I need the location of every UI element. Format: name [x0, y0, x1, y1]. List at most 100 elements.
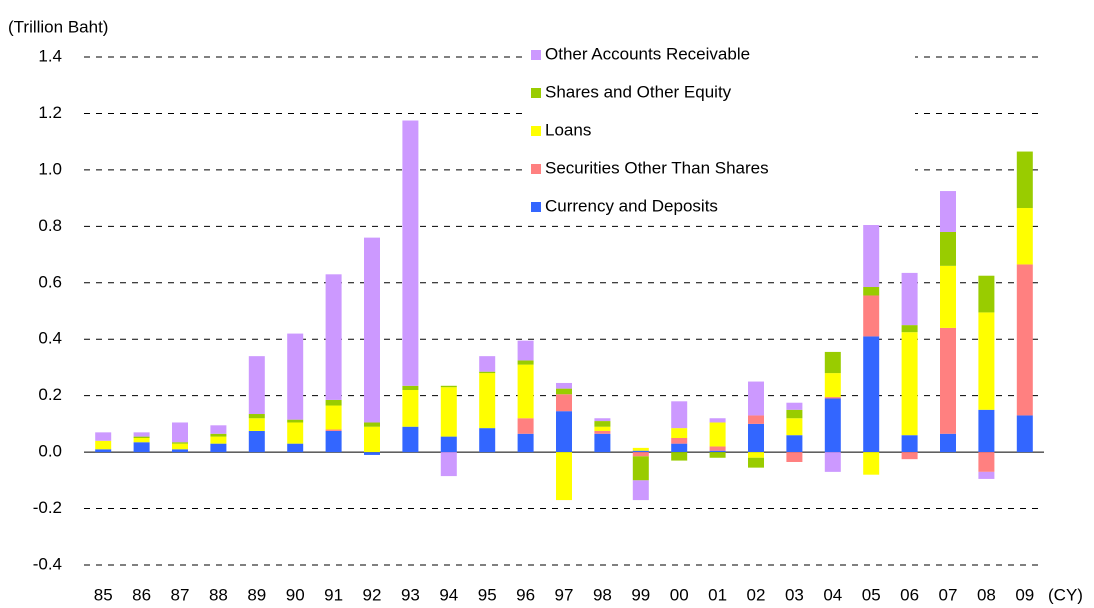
bar-segment [517, 418, 534, 434]
legend-swatch [531, 164, 541, 174]
bar-segment [594, 430, 611, 434]
y-tick-label: -0.2 [33, 498, 62, 517]
x-tick-label: 97 [555, 585, 574, 604]
x-tick-label: 07 [939, 585, 958, 604]
x-tick-label: 86 [132, 585, 151, 604]
bar-segment [133, 436, 150, 438]
x-tick-label: 00 [670, 585, 689, 604]
bar-segment [402, 426, 419, 453]
bar-segment [709, 452, 726, 458]
bar-segment [671, 428, 688, 438]
x-tick-label: 87 [171, 585, 190, 604]
bar-segment [632, 456, 649, 481]
bar-segment [863, 223, 880, 288]
y-tick-label: 0.0 [38, 442, 62, 461]
bar-segment [863, 295, 880, 337]
x-tick-label: 96 [516, 585, 535, 604]
bar-segment [786, 409, 803, 419]
legend-box [525, 40, 915, 225]
bar-segment [364, 422, 380, 427]
bar-segment [978, 312, 995, 410]
bar-segment [671, 443, 688, 453]
bar-segment [1016, 264, 1033, 416]
bar-segment [632, 450, 649, 453]
x-tick-label: 85 [94, 585, 113, 604]
bar-segment [671, 438, 688, 444]
x-tick-label: 94 [439, 585, 458, 604]
bar-segment [978, 275, 995, 313]
bar-segment [402, 120, 419, 386]
bar-segment [940, 231, 956, 266]
bar-segment [325, 430, 342, 453]
bar-segment [440, 387, 457, 437]
x-tick-label: 01 [708, 585, 727, 604]
bar-segment [133, 438, 150, 443]
legend-swatch [531, 88, 541, 98]
legend-swatch [531, 202, 541, 212]
bar-segment [248, 430, 265, 453]
legend-label: Other Accounts Receivable [545, 44, 750, 63]
bar-segment [402, 390, 419, 427]
bar-segment [95, 432, 112, 441]
bar-segment [479, 373, 496, 429]
bar-segment [786, 418, 803, 436]
y-tick-label: 0.2 [38, 385, 62, 404]
bar-segment [479, 371, 496, 374]
bar-segment [824, 397, 841, 399]
bar-segment [863, 452, 880, 475]
bar-segment [594, 418, 611, 422]
bar-segment [440, 452, 457, 477]
bar-segment [364, 426, 380, 453]
y-tick-label: 1.2 [38, 103, 62, 122]
bar-segment [248, 414, 265, 419]
y-axis-label: (Trillion Baht) [8, 17, 108, 36]
bar-segment [824, 373, 841, 398]
bar-segment [287, 443, 304, 453]
bar-segment [1016, 207, 1033, 265]
bar-segment [402, 385, 419, 391]
bar-segment [517, 340, 534, 361]
y-tick-label: 1.4 [38, 46, 62, 65]
bar-segment [978, 452, 995, 472]
bar-segment [517, 360, 534, 365]
bar-segment [556, 382, 572, 389]
bar-segment [287, 333, 304, 420]
bar-segment [632, 480, 649, 501]
bar-segment [594, 433, 611, 453]
bar-segment [786, 452, 803, 462]
bar-segment [824, 398, 841, 453]
bar-segment [824, 351, 841, 374]
bar-segment [671, 452, 688, 461]
bar-segment [210, 443, 227, 453]
bar-segment [748, 452, 764, 458]
bar-segment [901, 272, 918, 326]
legend-label: Loans [545, 120, 591, 139]
bar-segment [901, 332, 918, 436]
bar-segment [95, 440, 112, 450]
legend-swatch [531, 126, 541, 136]
bar-segment [786, 435, 803, 453]
x-tick-label: 95 [478, 585, 497, 604]
bar-segment [940, 191, 956, 232]
y-tick-label: 0.8 [38, 216, 62, 235]
bar-segment [364, 452, 380, 455]
bar-segment [901, 435, 918, 453]
bar-segment [748, 381, 764, 416]
bar-segment [133, 432, 150, 437]
x-tick-label: 04 [823, 585, 842, 604]
bar-segment [594, 426, 611, 431]
bar-segment [172, 422, 188, 443]
bar-segment [479, 428, 496, 453]
x-tick-label: 98 [593, 585, 612, 604]
bar-segment [1016, 151, 1033, 208]
bar-segment [172, 443, 188, 450]
bar-segment [632, 447, 649, 451]
bar-segment [748, 415, 764, 424]
bar-segment [325, 405, 342, 430]
bar-segment [325, 399, 342, 406]
bar-segment [748, 423, 764, 453]
bar-segment [210, 425, 227, 434]
bar-segment [248, 418, 265, 431]
bar-segment [709, 418, 726, 423]
